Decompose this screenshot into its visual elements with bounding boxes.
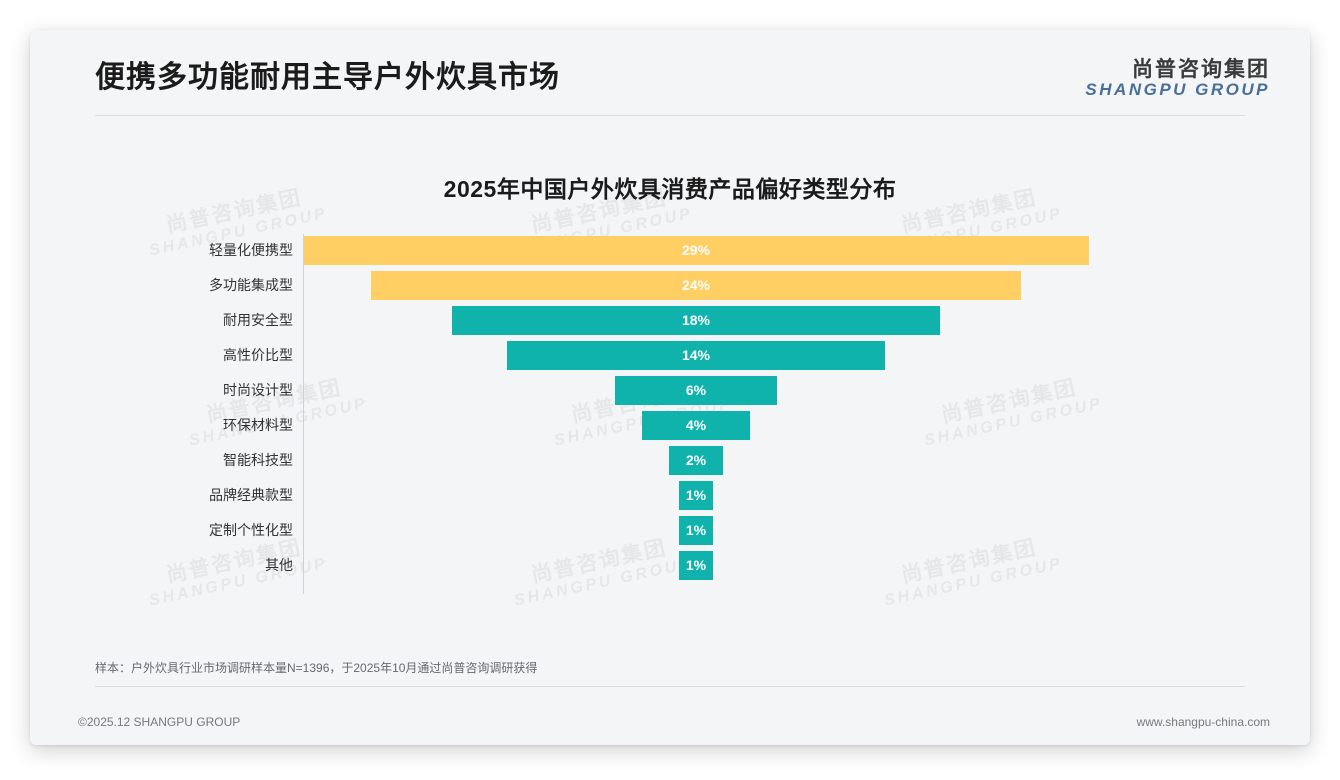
- funnel-bar[interactable]: 24%: [371, 271, 1021, 300]
- category-label: 智能科技型: [223, 452, 293, 468]
- bar-value-label: 1%: [685, 487, 707, 503]
- funnel-bar[interactable]: 4%: [641, 411, 751, 440]
- slide-footer: ©2025.12 SHANGPU GROUP www.shangpu-china…: [30, 703, 1310, 745]
- chart-row: 时尚设计型 6%: [30, 376, 1310, 405]
- footnote-area: 样本：户外炊具行业市场调研样本量N=1396，于2025年10月通过尚普咨询调研…: [30, 659, 1310, 687]
- slide-header: 便携多功能耐用主导户外炊具市场 尚普咨询集团 SHANGPU GROUP: [30, 30, 1310, 116]
- category-label: 高性价比型: [223, 347, 293, 363]
- funnel-bar[interactable]: 6%: [614, 376, 778, 405]
- bar-value-label: 1%: [685, 522, 707, 538]
- funnel-bar[interactable]: 1%: [679, 516, 713, 545]
- chart-row: 品牌经典款型 1%: [30, 481, 1310, 510]
- copyright-text: ©2025.12 SHANGPU GROUP: [78, 715, 241, 729]
- chart-row: 耐用安全型 18%: [30, 306, 1310, 335]
- brand-logo-en: SHANGPU GROUP: [1085, 80, 1270, 100]
- bar-value-label: 2%: [685, 452, 707, 468]
- chart-block: 2025年中国户外炊具消费产品偏好类型分布 轻量化便携型 29% 多功能集成型 24%…: [30, 130, 1310, 594]
- bar-value-label: 1%: [685, 557, 707, 573]
- chart-row: 其他 1%: [30, 551, 1310, 580]
- category-label: 时尚设计型: [223, 382, 293, 398]
- category-label: 品牌经典款型: [209, 487, 293, 503]
- funnel-bar[interactable]: 14%: [506, 341, 886, 370]
- funnel-bar[interactable]: 1%: [679, 551, 713, 580]
- footnote-text: 样本：户外炊具行业市场调研样本量N=1396，于2025年10月通过尚普咨询调研…: [95, 661, 538, 675]
- bar-value-label: 29%: [681, 242, 711, 258]
- bar-value-label: 6%: [685, 382, 707, 398]
- chart-row: 智能科技型 2%: [30, 446, 1310, 475]
- category-label: 定制个性化型: [209, 522, 293, 538]
- bar-value-label: 4%: [685, 417, 707, 433]
- footnote-divider: [95, 686, 1245, 687]
- website-link[interactable]: www.shangpu-china.com: [1136, 715, 1270, 729]
- category-label: 多功能集成型: [209, 277, 293, 293]
- brand-logo-cn: 尚普咨询集团: [1132, 58, 1270, 81]
- slide-card: 尚普咨询集团 SHANGPU GROUP 尚普咨询集团 SHANGPU GROUP 尚普…: [30, 30, 1310, 745]
- bar-value-label: 24%: [681, 277, 710, 293]
- bar-value-label: 18%: [681, 312, 710, 328]
- chart-row: 定制个性化型 1%: [30, 516, 1310, 545]
- bar-value-label: 14%: [681, 347, 710, 363]
- funnel-chart: 轻量化便携型 29% 多功能集成型 24% 耐用安全型 18% 高性价比型 14% 时尚设计型 6…: [30, 234, 1310, 594]
- funnel-bar[interactable]: 29%: [303, 236, 1089, 265]
- chart-row: 环保材料型 4%: [30, 411, 1310, 440]
- category-label: 环保材料型: [223, 417, 293, 433]
- brand-logo: 尚普咨询集团 SHANGPU GROUP: [1085, 58, 1270, 100]
- category-label: 轻量化便携型: [209, 242, 293, 258]
- chart-row: 轻量化便携型 29%: [30, 236, 1310, 265]
- category-label: 其他: [265, 557, 293, 573]
- title-divider: [95, 115, 1245, 116]
- chart-axis-line: [303, 234, 304, 594]
- chart-title: 2025年中国户外炊具消费产品偏好类型分布: [443, 176, 897, 202]
- chart-row: 多功能集成型 24%: [30, 271, 1310, 300]
- page-title: 便携多功能耐用主导户外炊具市场: [95, 61, 560, 94]
- funnel-bar[interactable]: 18%: [452, 306, 940, 335]
- chart-row: 高性价比型 14%: [30, 341, 1310, 370]
- funnel-bar[interactable]: 1%: [679, 481, 713, 510]
- category-label: 耐用安全型: [223, 312, 293, 328]
- funnel-bar[interactable]: 2%: [668, 446, 724, 475]
